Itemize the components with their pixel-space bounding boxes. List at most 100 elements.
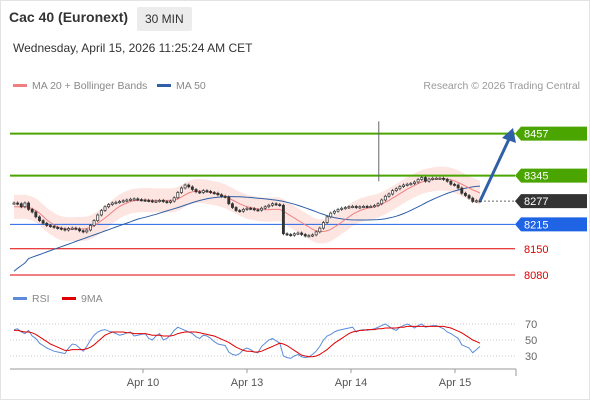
candle: [172, 196, 176, 203]
candle-body: [125, 199, 129, 202]
candle: [289, 233, 293, 237]
candle-body: [347, 206, 351, 209]
candle: [322, 221, 325, 230]
candle-body: [176, 192, 180, 199]
candle: [194, 188, 198, 194]
candle-body: [198, 191, 202, 194]
candle: [132, 197, 136, 201]
price-label-text: 8345: [524, 171, 548, 183]
candle-body: [52, 225, 56, 228]
candle-body: [460, 187, 464, 194]
candle-body: [201, 190, 205, 193]
candle: [85, 228, 89, 234]
candle: [30, 207, 34, 214]
candle: [150, 199, 154, 203]
candle: [369, 204, 373, 209]
candle: [38, 215, 41, 223]
candle: [303, 233, 307, 238]
candle-body: [387, 193, 391, 197]
candle: [198, 190, 202, 194]
candle-body: [372, 205, 376, 208]
timeframe-button[interactable]: 30 MIN: [137, 7, 192, 31]
candle-body: [322, 222, 325, 229]
candle-body: [103, 206, 107, 211]
candle: [125, 198, 129, 203]
candle: [41, 219, 45, 225]
legend-rsi-label: RSI: [32, 293, 50, 305]
candle: [463, 191, 467, 197]
candle: [343, 206, 347, 210]
price-label-8215: 8215: [515, 217, 587, 232]
candle: [129, 197, 132, 202]
candle-body: [63, 228, 67, 231]
candle: [278, 203, 282, 207]
candle-body: [230, 203, 234, 208]
candle-body: [216, 192, 220, 196]
candle-body: [274, 203, 278, 206]
candle: [183, 183, 187, 190]
candle: [180, 186, 183, 194]
candle-body: [474, 200, 478, 203]
candle-body: [194, 189, 198, 193]
candle-body: [92, 220, 96, 226]
candle-body: [449, 180, 453, 185]
candle-body: [300, 232, 304, 235]
candle: [230, 202, 234, 209]
candle-body: [362, 206, 365, 208]
candle-body: [139, 199, 143, 202]
candle-body: [325, 216, 329, 223]
candle: [271, 202, 274, 207]
candle: [107, 203, 111, 209]
candle-body: [296, 232, 300, 235]
legend-ma9-label: 9MA: [81, 293, 103, 305]
candle: [318, 226, 322, 234]
candle-body: [67, 228, 71, 231]
candle: [438, 176, 442, 180]
candle-body: [238, 210, 242, 213]
candle-body: [332, 210, 336, 214]
candle: [281, 203, 285, 236]
candle-body: [438, 177, 442, 180]
candle-body: [118, 201, 122, 204]
candle-body: [329, 212, 333, 218]
candle: [143, 198, 147, 202]
candle: [81, 229, 85, 234]
candle: [48, 224, 52, 228]
candle: [205, 189, 209, 193]
candle: [474, 199, 478, 203]
candle: [431, 176, 435, 181]
x-tick-label: Apr 13: [231, 377, 263, 389]
rsi-line: [13, 323, 481, 359]
candle: [114, 200, 118, 205]
legend-ma9: 9MA: [62, 293, 103, 305]
rsi-tick-50: 50: [525, 335, 537, 347]
candle: [409, 182, 413, 186]
candle: [103, 205, 107, 212]
candle: [354, 204, 358, 209]
candle: [471, 196, 475, 203]
candle-body: [442, 177, 446, 180]
candle-body: [252, 208, 256, 211]
candle-body: [34, 211, 38, 218]
candle-body: [369, 206, 373, 208]
candle: [67, 227, 71, 232]
candle-body: [405, 183, 409, 186]
chart-header: Cac 40 (Euronext) 30 MIN: [0, 0, 590, 34]
x-tick-label: Apr 15: [439, 377, 471, 389]
candle-body: [205, 190, 209, 193]
ma50-swatch: [157, 83, 171, 87]
candle-body: [340, 207, 344, 210]
candle-body: [289, 234, 293, 237]
candle-body: [143, 199, 147, 202]
candle: [187, 183, 191, 189]
price-label-bg: [515, 217, 587, 232]
candle: [241, 207, 245, 213]
rsi-tick-70: 70: [525, 319, 537, 331]
candle: [362, 204, 365, 209]
candle: [139, 198, 143, 202]
candle-body: [41, 220, 45, 224]
candle-body: [89, 225, 92, 231]
candle: [234, 206, 238, 212]
candle-body: [183, 184, 187, 189]
candle-body: [431, 177, 435, 180]
